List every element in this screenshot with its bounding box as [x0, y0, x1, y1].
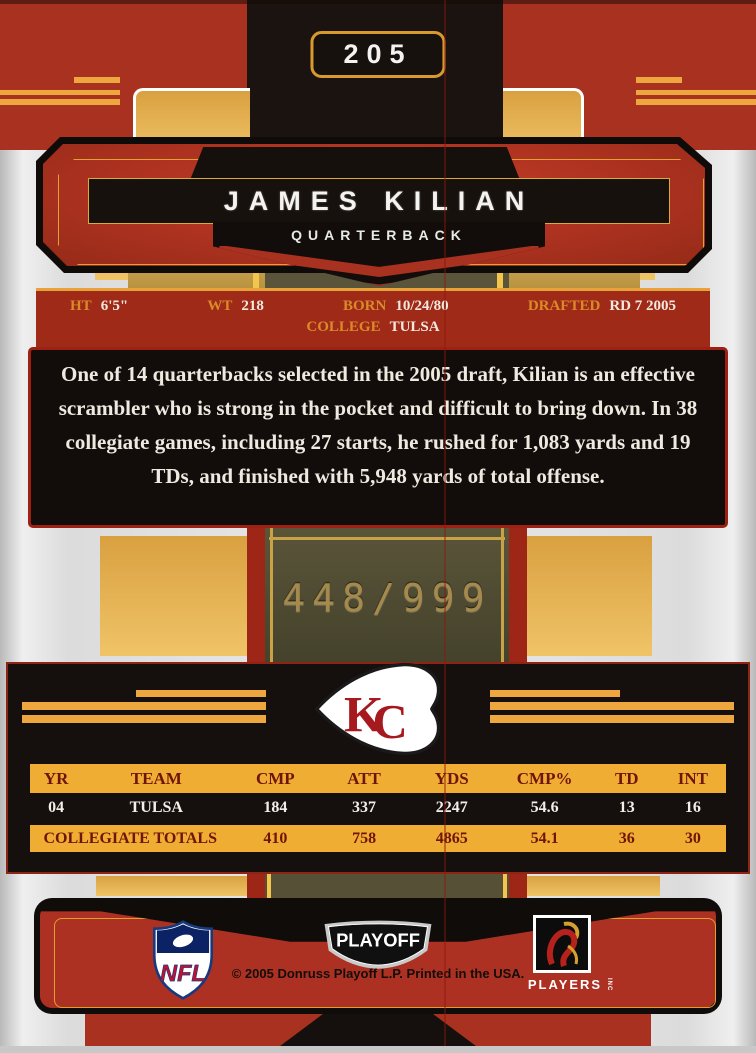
- bio-drafted: DRAFTED RD 7 2005: [527, 298, 676, 314]
- stat-cell: 54.1: [530, 829, 559, 847]
- bio-born: BORN 10/24/80: [342, 298, 449, 314]
- gold-stripe: [636, 90, 756, 95]
- serial-number: 448/999: [282, 576, 492, 620]
- stat-cell: 337: [352, 798, 377, 816]
- bio-college: COLLEGE TULSA: [306, 319, 440, 335]
- players-inc-suffix: INC: [606, 978, 612, 992]
- copyright-text: © 2005 Donruss Playoff L.P. Printed in t…: [231, 966, 525, 981]
- players-inc-figure: [546, 921, 580, 967]
- gold-stripe: [490, 702, 734, 710]
- red-strip: [509, 528, 527, 662]
- print-line-artifact: [444, 0, 446, 1046]
- stats-header-row: YR TEAM CMP ATT YDS CMP% TD INT: [30, 764, 726, 793]
- players-inc-logo: [533, 915, 591, 973]
- gold-stripe: [136, 690, 266, 697]
- stat-cell: 54.6: [530, 798, 559, 816]
- col-header: YR: [43, 768, 69, 788]
- bio-bar: HT 6'5" WT 218 BORN 10/24/80 DRAFTED RD 7 20…: [36, 288, 710, 349]
- gold-stripe: [636, 77, 682, 83]
- player-name-bar: JAMES KILIAN: [88, 178, 670, 224]
- gold-stripe: [22, 715, 266, 723]
- gold-stripe: [0, 90, 120, 95]
- bio-row-2: COLLEGE TULSA: [36, 315, 710, 336]
- gold-stripe: [0, 99, 120, 105]
- svg-text:NFL: NFL: [160, 960, 206, 986]
- red-strip: [509, 874, 527, 898]
- col-header: TEAM: [130, 768, 182, 788]
- gold-accent: [497, 262, 503, 290]
- stat-cell: 184: [263, 798, 288, 816]
- col-header: TD: [614, 768, 639, 788]
- olive-strip: [265, 874, 509, 898]
- gold-stripe: [490, 690, 620, 697]
- player-name: JAMES KILIAN: [223, 185, 535, 216]
- col-header: ATT: [347, 768, 381, 788]
- stat-cell: 758: [352, 829, 377, 847]
- totals-label: COLLEGIATE TOTALS: [43, 829, 217, 847]
- stat-cell: TULSA: [129, 798, 183, 816]
- red-strip: [247, 528, 265, 662]
- stat-cell: 16: [684, 798, 701, 816]
- card-number: 205: [343, 39, 413, 69]
- player-position: QUARTERBACK: [291, 227, 467, 243]
- nfl-shield-logo: NFL: [153, 920, 213, 1000]
- bio-row-1: HT 6'5" WT 218 BORN 10/24/80 DRAFTED RD 7 20…: [36, 291, 710, 315]
- svg-text:C: C: [372, 694, 407, 749]
- banner-black-trapezoid: [190, 147, 520, 180]
- gold-stripe: [490, 715, 734, 723]
- bio-weight: WT 218: [207, 298, 264, 314]
- playoff-logo: PLAYOFF: [324, 920, 432, 969]
- svg-text:PLAYOFF: PLAYOFF: [336, 930, 420, 951]
- gold-accent: [503, 874, 507, 898]
- svg-text:K: K: [344, 688, 384, 744]
- col-header: YDS: [434, 768, 469, 788]
- gold-stripe: [636, 99, 756, 105]
- stat-cell: 36: [618, 829, 635, 847]
- card-number-plate: 205: [310, 31, 446, 78]
- stats-table: YR TEAM CMP ATT YDS CMP% TD INT 04 TULSA…: [30, 764, 726, 852]
- stat-cell: 2247: [435, 798, 468, 816]
- col-header: CMP%: [516, 768, 573, 788]
- description-box: One of 14 quarterbacks selected in the 2…: [28, 347, 728, 528]
- gold-block: [518, 536, 652, 656]
- gold-line: [501, 528, 504, 662]
- serial-panel: [265, 528, 509, 662]
- col-header: CMP: [255, 768, 295, 788]
- gold-stripe: [74, 77, 120, 83]
- gold-line: [269, 537, 505, 540]
- gold-accent: [267, 874, 271, 898]
- gold-accent: [253, 262, 259, 290]
- stat-cell: 410: [263, 829, 288, 847]
- stats-data-row: 04 TULSA 184 337 2247 54.6 13 16: [30, 793, 726, 822]
- description-text: One of 14 quarterbacks selected in the 2…: [58, 362, 698, 488]
- gold-block: [96, 876, 248, 896]
- gold-stripe: [22, 702, 266, 710]
- red-strip: [247, 874, 265, 898]
- players-wordmark: PLAYERS: [527, 977, 603, 992]
- gold-block: [508, 876, 660, 896]
- scan-edge-top: [0, 0, 756, 4]
- bio-height: HT 6'5": [70, 298, 129, 314]
- stat-cell: 30: [684, 829, 701, 847]
- gold-line: [270, 528, 273, 662]
- chiefs-arrowhead-logo: K C: [314, 663, 440, 755]
- stat-cell: 04: [48, 798, 65, 816]
- gold-block: [100, 536, 248, 656]
- col-header: INT: [677, 768, 708, 788]
- stat-cell: 4865: [435, 829, 468, 847]
- stats-totals-row: COLLEGIATE TOTALS 410 758 4865 54.1 36 3…: [30, 825, 726, 852]
- stat-cell: 13: [618, 798, 635, 816]
- scan-edge-bottom: [0, 1046, 756, 1053]
